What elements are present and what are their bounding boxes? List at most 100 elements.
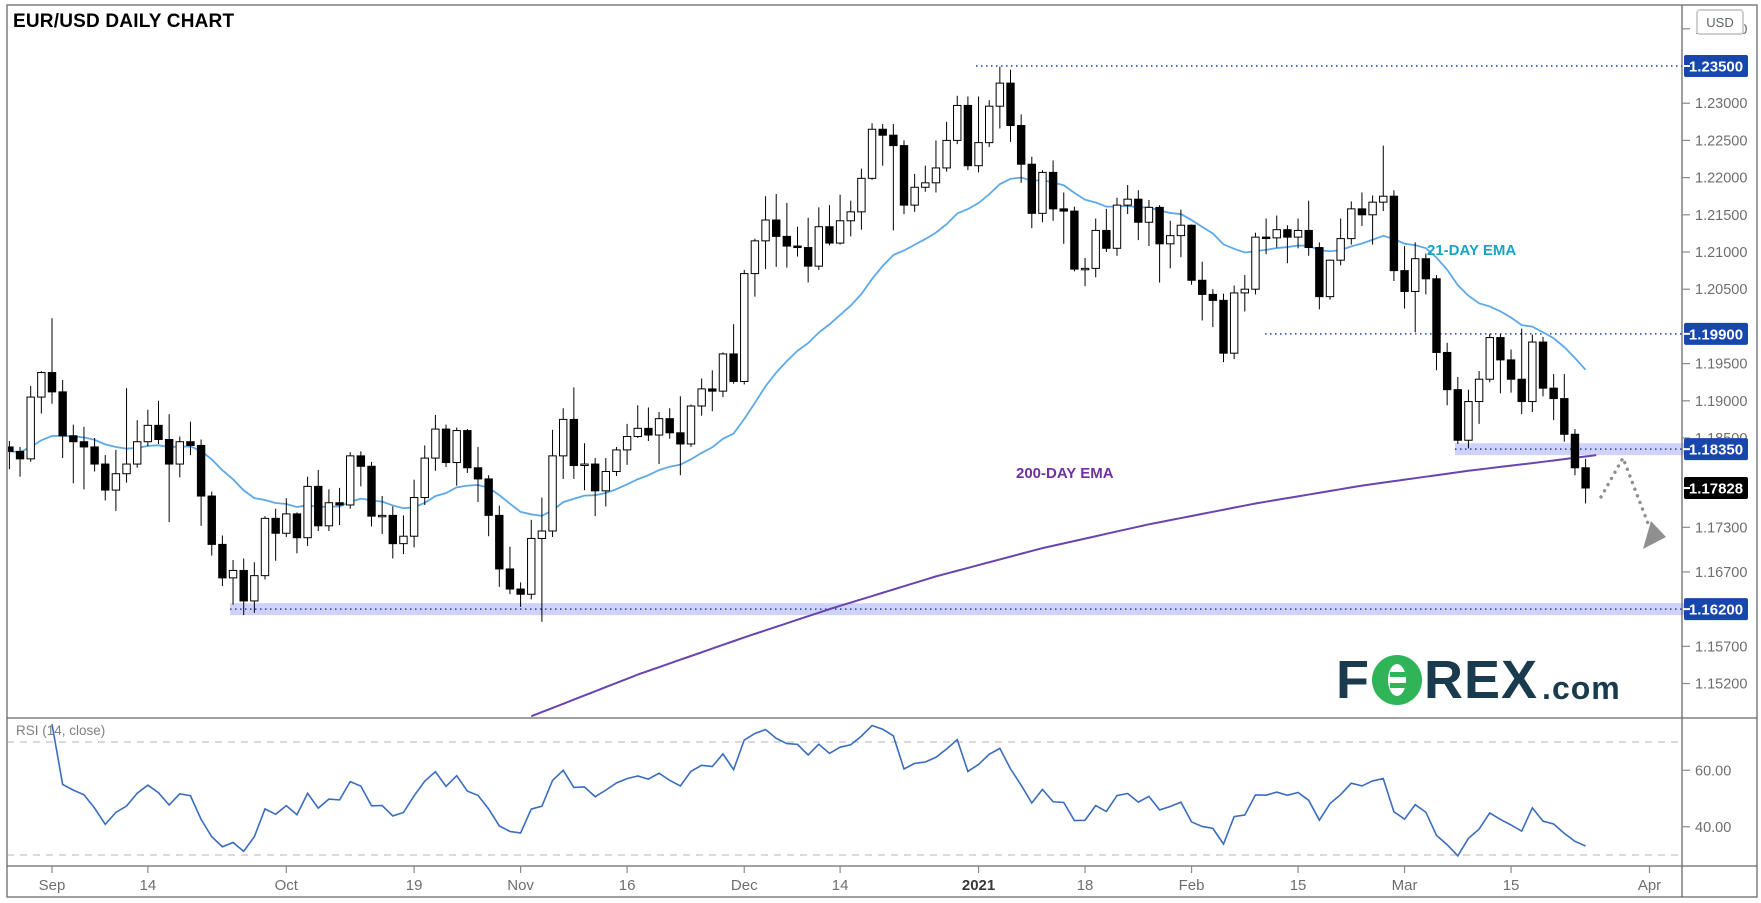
candle-down (154, 424, 163, 440)
projection-arrow-dotted (1599, 454, 1651, 528)
candle-down (505, 568, 515, 590)
candle-down (314, 485, 323, 527)
x-tick-label: 18 (1077, 877, 1094, 894)
candle-down (569, 418, 579, 467)
candle-up (580, 463, 589, 467)
level-lines-layer (230, 65, 1684, 616)
candle-down (1070, 210, 1079, 270)
candle-up (1293, 229, 1303, 238)
candle-up (740, 273, 749, 382)
candle-up (1166, 235, 1175, 245)
candle-down (1048, 171, 1058, 210)
candle-up (1272, 229, 1281, 239)
price-tick-label: 1.20500 (1695, 282, 1747, 298)
rsi-indicator-label: RSI (14, close) (16, 723, 106, 738)
candle-up (814, 226, 823, 267)
candle-down (1006, 82, 1015, 127)
candle-up (111, 473, 121, 491)
logo-letters-rex: REX (1424, 650, 1539, 710)
price-tick-label: 1.21000 (1695, 245, 1747, 261)
candle-down (729, 353, 738, 382)
candle-up (175, 441, 185, 465)
candle-up (1176, 224, 1186, 237)
candle-up (867, 128, 877, 179)
price-level-badge (1684, 598, 1748, 621)
ema200-annotation-label: 200-DAY EMA (1016, 465, 1114, 482)
support-resistance-band (230, 603, 1684, 616)
price-pane (8, 66, 1666, 717)
candle-down (1432, 278, 1441, 353)
candle-up (399, 535, 408, 545)
candle-up (346, 455, 355, 506)
candle-up (527, 537, 536, 595)
candle-up (420, 457, 429, 499)
rsi-line (51, 724, 1586, 858)
candle-up (431, 428, 440, 459)
x-axis: Sep 14 Oct 19 Nov 16 Dec 14 2021 18 Feb 15 Mar 15 Apr (39, 866, 1661, 894)
candle-up (37, 372, 46, 398)
candle-up (622, 436, 632, 451)
candle-up (1347, 208, 1356, 240)
x-tick-label: 16 (619, 877, 636, 894)
candle-up (282, 513, 291, 534)
candle-down (1027, 163, 1036, 214)
price-level-badge-label: 1.16200 (1689, 602, 1743, 619)
candle-up (697, 388, 706, 407)
candle-down (878, 128, 887, 136)
candle-down (484, 478, 493, 516)
candle-down (1208, 293, 1218, 301)
candle-down (889, 134, 898, 147)
x-tick-label: 19 (406, 877, 423, 894)
candle-up (1411, 258, 1420, 292)
candle-down (47, 372, 57, 393)
candle-down (15, 450, 25, 460)
x-tick-label: Oct (275, 877, 299, 894)
candle-up (1464, 401, 1473, 441)
candle-up (559, 418, 568, 457)
candle-down (793, 245, 802, 249)
candle-up (409, 497, 419, 537)
candle-down (1496, 337, 1505, 361)
rsi-tick-label: 40.00 (1695, 820, 1731, 836)
candle-up (921, 182, 930, 188)
candle-up (985, 105, 994, 144)
x-tick-label: 2021 (962, 877, 995, 894)
candle-down (69, 435, 78, 443)
x-tick-label: Dec (731, 877, 758, 894)
candle-up (1144, 206, 1154, 223)
price-level-badge-label: 1.19900 (1689, 326, 1743, 343)
candle-down (1570, 433, 1580, 469)
candle-down (772, 219, 781, 237)
price-tick-label: 1.22500 (1695, 133, 1747, 149)
candle-down (590, 463, 600, 492)
candle-down (196, 444, 206, 497)
candle-up (1379, 195, 1388, 203)
candle-up (452, 430, 461, 464)
candle-down (463, 430, 472, 469)
candle-down (218, 543, 227, 579)
candle-down (239, 569, 248, 602)
candle-down (1538, 341, 1548, 389)
candle-down (495, 514, 504, 570)
candle-up (686, 405, 696, 445)
currency-axis-label: USD (1706, 14, 1734, 30)
candle-down (1315, 247, 1324, 298)
candle-up (1080, 267, 1090, 271)
candle-down (1283, 229, 1292, 238)
price-tick-label: 1.15700 (1695, 639, 1747, 655)
candles-layer (8, 66, 1590, 622)
candle-up (601, 470, 610, 492)
candle-down (1187, 224, 1196, 281)
candle-up (1112, 204, 1122, 249)
candle-up (846, 211, 855, 222)
candle-up (995, 82, 1005, 107)
candle-up (835, 220, 845, 244)
candle-down (207, 495, 216, 545)
candle-down (90, 446, 99, 465)
ema21-annotation-label: 21-DAY EMA (1427, 242, 1517, 259)
candle-up (612, 449, 621, 472)
candle-down (367, 465, 376, 517)
candle-down (899, 145, 909, 206)
logo-dot-com: .com (1542, 669, 1621, 706)
